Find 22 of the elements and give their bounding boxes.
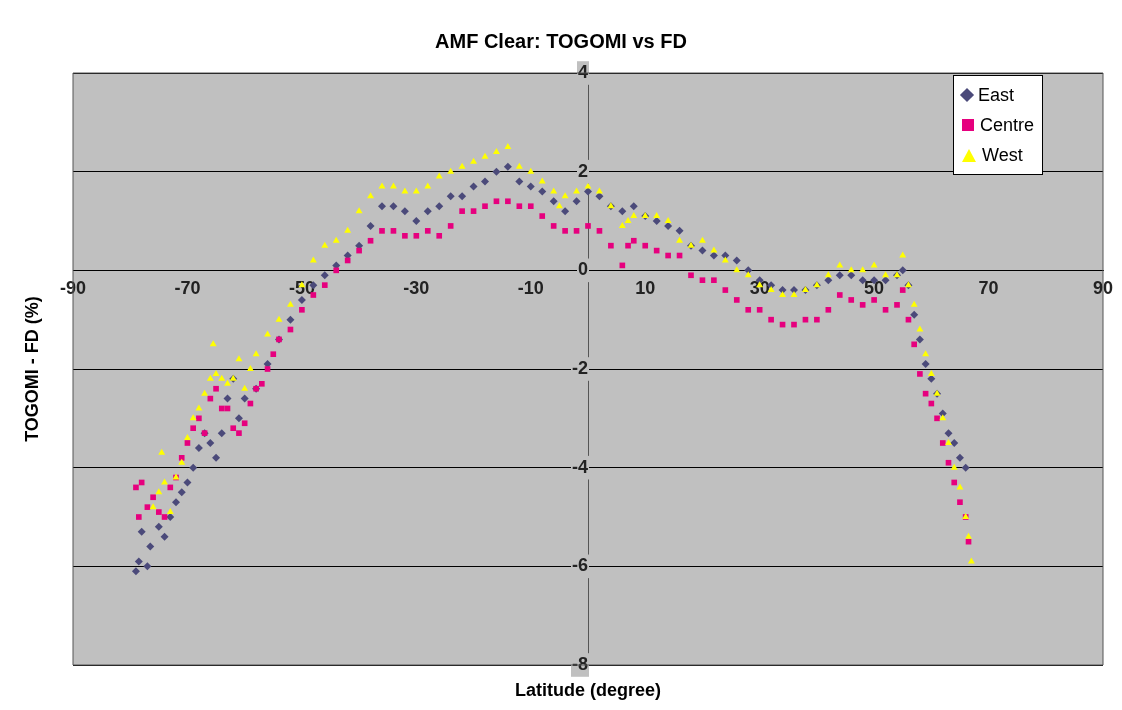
y-tick-label: 4 [577,61,588,82]
y-tick-label: 2 [577,160,588,181]
y-tick-label: -2 [571,357,588,378]
x-tick-label: -30 [403,278,430,299]
x-tick-label: -70 [174,278,201,299]
x-axis-title: Latitude (degree) [514,680,662,701]
legend-label: West [981,144,1023,166]
x-tick-label: -90 [59,278,87,299]
legend-label: Centre [979,114,1034,136]
y-tick-label: -8 [571,653,588,674]
y-axis-title: TOGOMI - FD (%) [21,296,43,442]
x-tick-label: 30 [749,278,770,299]
y-tick-label: -6 [571,555,588,576]
y-tick-label: 0 [577,259,588,280]
x-tick-label: 70 [978,278,999,299]
x-tick-label: 50 [864,278,885,299]
x-tick-label: -10 [517,278,544,299]
chart-title: AMF Clear: TOGOMI vs FD [434,30,688,53]
x-tick-label: 10 [635,278,656,299]
y-tick-label: -4 [571,456,588,477]
legend-label: East [977,84,1014,106]
x-tick-label: 90 [1092,278,1114,299]
